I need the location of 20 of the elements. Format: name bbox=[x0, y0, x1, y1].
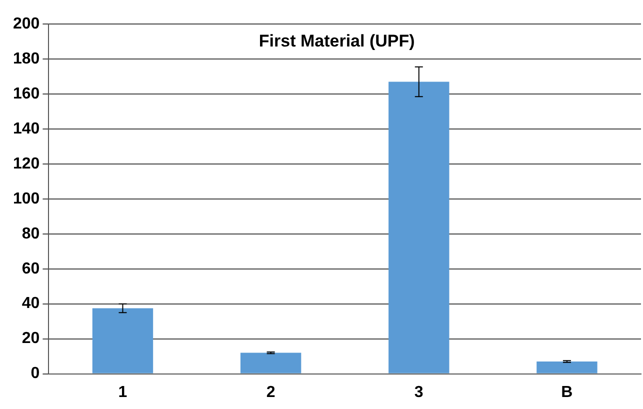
y-tick-label: 160 bbox=[12, 85, 40, 102]
bar bbox=[388, 82, 450, 374]
y-tick-label: 20 bbox=[22, 330, 40, 348]
y-tick-label: 0 bbox=[30, 365, 40, 382]
y-tick-label: 180 bbox=[12, 50, 40, 68]
text: First Material (UPF) bbox=[258, 32, 415, 51]
x-tick-label: 2 bbox=[266, 384, 276, 401]
y-tick-label: 200 bbox=[12, 15, 40, 32]
y-tick-label: 140 bbox=[12, 120, 40, 138]
x-tick-label: 1 bbox=[118, 384, 128, 401]
y-tick-label: 40 bbox=[22, 295, 40, 312]
bar bbox=[536, 362, 598, 374]
y-tick-label: 80 bbox=[22, 225, 40, 242]
x-tick-label: B bbox=[561, 384, 573, 401]
x-tick-label: 3 bbox=[414, 384, 424, 401]
y-tick-label: 120 bbox=[12, 155, 40, 172]
bar bbox=[92, 308, 154, 374]
bar bbox=[240, 352, 302, 374]
y-tick-label: 100 bbox=[12, 190, 40, 208]
y-tick-label: 60 bbox=[22, 260, 40, 278]
